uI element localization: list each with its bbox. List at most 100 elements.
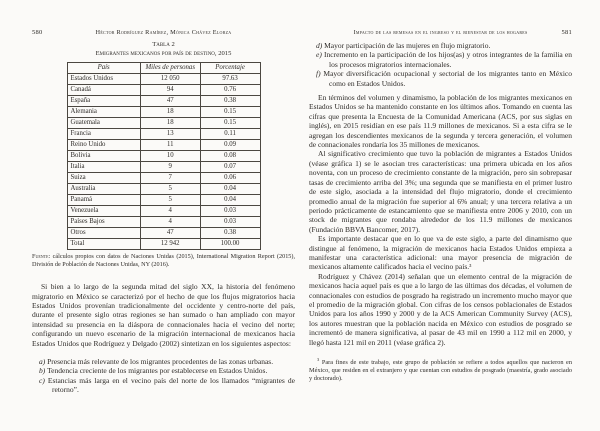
left-running-title: Héctor Rodríguez Ramírez, Mónica Chávez … [95,29,232,36]
table-row: Australia 5 0.04 [66,183,261,195]
value-cell: 0.15 [199,117,261,129]
list-item-marker: a) [39,357,48,367]
value-cell: 47 [139,95,201,107]
country-cell: España [66,95,141,107]
table-row: Francia 13 0.11 [66,128,261,140]
country-cell: Países Bajos [66,216,141,228]
value-cell: 0.07 [199,161,261,173]
table-row: Guatemala 18 0.15 [66,117,261,129]
country-cell: Reino Unido [66,139,141,151]
value-cell: 4 [139,216,201,228]
value-cell: 13 [139,128,201,140]
table-row: Bolivia 10 0.08 [66,150,261,162]
list-item: c) Estancias más larga en el vecino país… [39,376,295,395]
right-page-number: 581 [561,29,572,36]
table-row: Estados Unidos 12 050 97.63 [66,73,261,85]
table-row: Suiza 7 0.06 [66,172,261,184]
country-cell: Francia [66,128,141,140]
list-item-text: Incremento en la participación de los hi… [324,50,573,69]
table-body: Estados Unidos 12 050 97.63 Canadá 94 0.76 Esp… [66,73,261,250]
value-cell: 0.06 [199,172,261,184]
list-item-marker: b) [39,366,48,376]
table-row: España 47 0.38 [66,95,261,107]
list-item: b) Tendencia creciente de los migrantes … [39,366,295,375]
country-cell: Alemania [66,106,141,118]
value-cell: 10 [139,150,201,162]
country-cell: Guatemala [66,117,141,129]
list-item: a) Presencia más relevante de los migran… [39,357,295,366]
source-text: cálculos propios con datos de Naciones U… [32,253,295,268]
value-cell: 0.08 [199,150,261,162]
left-page-number: 580 [32,29,43,36]
body-paragraph: Es importante destacar que en lo que va … [309,234,572,272]
country-cell: Estados Unidos [66,73,141,85]
list-item-text: Mayor diversificación ocupacional y sect… [323,69,572,88]
value-cell: 11 [139,139,201,151]
value-cell: 9 [139,161,201,173]
value-cell: 7 [139,172,201,184]
country-cell: Bolivia [66,150,141,162]
body-paragraph: Rodríguez y Chávez (2014) señalan que un… [309,271,572,347]
value-cell: 5 [139,183,201,195]
table-title: Tabla 2 [152,41,175,48]
left-list: a) Presencia más relevante de los migran… [39,357,295,395]
value-cell: 0.09 [199,139,261,151]
left-page: 580 Héctor Rodríguez Ramírez, Mónica Chá… [32,28,295,395]
value-cell: 0.11 [199,128,261,140]
list-item-marker: c) [39,375,48,385]
value-cell: 5 [139,194,201,206]
table-header-row: País Miles de personas Porcentaje [66,62,261,74]
source-label: Fuente: [32,253,51,260]
list-item-text: Estancias más larga en el vecino país de… [47,375,295,395]
value-cell: 0.03 [199,205,261,217]
table-column-header: Miles de personas [139,62,201,74]
left-running-head: 580 Héctor Rodríguez Ramírez, Mónica Chá… [32,28,295,37]
table-column-header: Porcentaje [199,62,261,74]
list-item-marker: e) [316,50,324,60]
country-cell: Suiza [66,172,141,184]
table-row: Reino Unido 11 0.09 [66,139,261,151]
left-paragraph: Si bien a lo largo de la segunda mitad d… [32,282,295,348]
country-cell: Venezuela [66,205,141,217]
list-item-marker: d) [316,41,325,50]
country-cell: Otros [66,227,141,239]
table-row: Total 12 942 100.00 [66,238,261,250]
right-paragraphs: En términos del volumen y dinamismo, la … [309,93,572,347]
value-cell: 0.38 [199,227,261,239]
value-cell: 94 [139,84,201,96]
list-item-marker: f) [316,69,324,79]
table-row: Canadá 94 0.76 [66,84,261,96]
value-cell: 0.76 [199,84,261,96]
table-row: Países Bajos 4 0.03 [66,216,261,228]
table-column-header: País [66,62,141,74]
list-item: f) Mayor diversificación ocupacional y s… [316,69,572,88]
table-row: Italia 9 0.07 [66,161,261,173]
value-cell: 18 [139,106,201,118]
list-item-text: Tendencia creciente de los migrantes por… [47,366,268,376]
value-cell: 12 942 [139,238,201,250]
value-cell: 18 [139,117,201,129]
value-cell: 0.04 [199,194,261,206]
body-paragraph: Al significativo crecimiento que tuvo la… [309,149,572,234]
emigrants-table: País Miles de personas Porcentaje Estados … [66,62,261,250]
country-cell: Italia [66,161,141,173]
country-cell: Panamá [66,194,141,206]
table-row: Otros 47 0.38 [66,227,261,239]
body-paragraph: En términos del volumen y dinamismo, la … [309,93,572,150]
value-cell: 0.15 [199,106,261,118]
value-cell: 0.04 [199,183,261,195]
list-item: d) Mayor participación de las mujeres en… [316,41,572,50]
value-cell: 0.38 [199,95,261,107]
value-cell: 47 [139,227,201,239]
table-row: Venezuela 4 0.03 [66,205,261,217]
value-cell: 4 [139,205,201,217]
right-list: d) Mayor participación de las mujeres en… [316,41,572,88]
country-cell: Canadá [66,84,141,96]
list-item-text: Presencia más relevante de los migrantes… [47,357,274,367]
footnote: 3 Para fines de este trabajo, este grupo… [309,357,572,383]
table-subtitle: Emigrantes mexicanos por país de destino… [95,49,232,57]
right-running-head: Impacto de las remesas en el ingreso y e… [309,28,572,37]
value-cell: 100.00 [199,238,261,250]
list-item-text: Mayor participación de las mujeres en fl… [324,41,491,50]
